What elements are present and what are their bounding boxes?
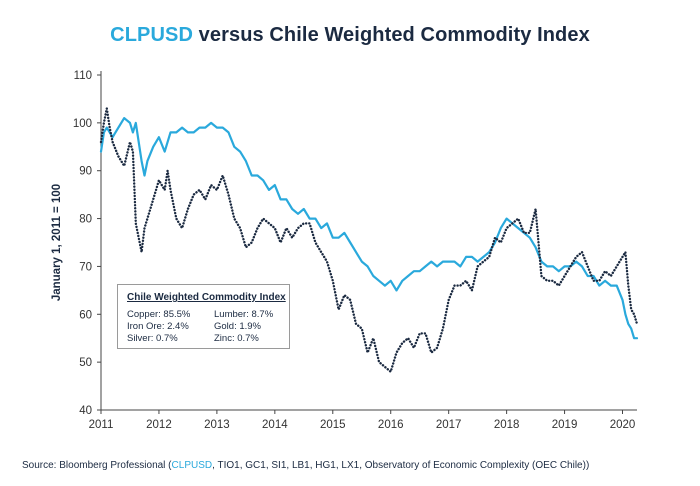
y-tick-label: 100: [73, 118, 92, 130]
x-tick-label: 2015: [320, 419, 346, 431]
x-tick-label: 2016: [378, 419, 404, 431]
source-note: Source: Bloomberg Professional (CLPUSD, …: [22, 460, 589, 471]
weight-gold: Gold: 1.9%: [214, 321, 261, 332]
x-tick-label: 2019: [552, 419, 578, 431]
source-prefix: Source: Bloomberg Professional (: [22, 460, 172, 471]
weight-iron-ore: Iron Ore: 2.4%: [127, 321, 189, 332]
y-tick-label: 80: [79, 214, 92, 226]
clpusd-series-line: [99, 116, 639, 340]
source-accent: CLPUSD: [171, 460, 213, 471]
weight-silver: Silver: 0.7%: [127, 333, 178, 344]
x-tick-label: 2014: [262, 419, 288, 431]
x-tick-label: 2017: [436, 419, 462, 431]
y-tick-label: 60: [79, 309, 92, 321]
commodity-index-series-line: [99, 107, 639, 373]
weight-zinc: Zinc: 0.7%: [214, 333, 259, 344]
x-tick-label: 2018: [494, 419, 520, 431]
title-rest: versus Chile Weighted Commodity Index: [192, 24, 590, 46]
weight-lumber: Lumber: 8.7%: [214, 309, 274, 320]
chart-title: CLPUSD versus Chile Weighted Commodity I…: [0, 24, 700, 47]
weights-box-title: Chile Weighted Commodity Index: [127, 292, 286, 303]
x-tick-label: 2020: [610, 419, 636, 431]
y-tick-label: 50: [79, 357, 92, 369]
source-suffix: , TIO1, GC1, SI1, LB1, HG1, LX1, Observa…: [212, 460, 590, 471]
y-tick-label: 70: [79, 261, 92, 273]
commodity-weights-box: Chile Weighted Commodity Index Copper: 8…: [117, 284, 290, 349]
y-axis-label: January 1, 2011 = 100: [51, 184, 63, 301]
y-tick-label: 110: [74, 70, 92, 82]
x-tick-label: 2011: [89, 419, 114, 431]
x-tick-label: 2013: [204, 419, 230, 431]
y-tick-label: 90: [79, 166, 92, 178]
weight-copper: Copper: 85.5%: [127, 309, 191, 320]
x-tick-label: 2012: [146, 419, 172, 431]
y-tick-label: 40: [79, 405, 92, 417]
title-accent: CLPUSD: [110, 24, 193, 46]
